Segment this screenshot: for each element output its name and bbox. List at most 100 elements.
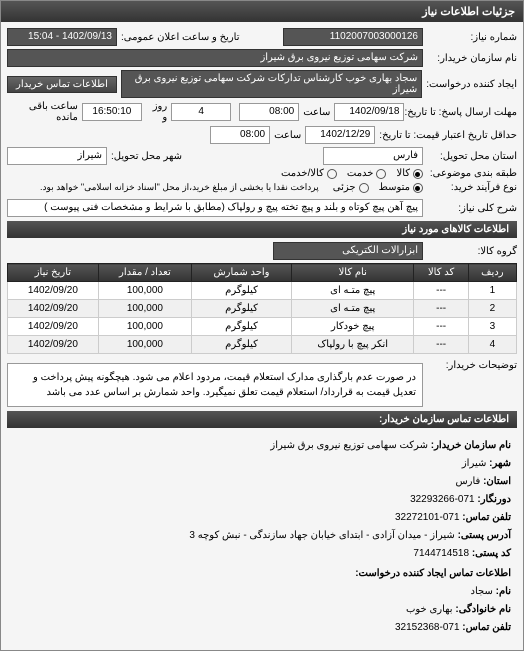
radio-icon: [327, 169, 337, 179]
radio-icon: [413, 169, 423, 179]
table-cell: 1402/09/20: [8, 300, 99, 318]
content-area: شماره نیاز: 1102007003000126 تاریخ و ساع…: [1, 22, 523, 650]
address-label: آدرس پستی:: [458, 530, 511, 541]
table-cell: پیچ متـه ای: [291, 282, 414, 300]
delivery-city-label: شهر محل تحویل:: [111, 151, 182, 162]
table-header-cell: تعداد / مقدار: [98, 264, 191, 282]
lastname-value: بهاری خوب: [406, 604, 453, 615]
budget-option-2: کالا/خدمت: [281, 168, 324, 179]
table-cell: 4: [468, 336, 516, 354]
table-cell: کیلوگرم: [192, 336, 292, 354]
delivery-state-label: استان محل تحویل:: [427, 151, 517, 162]
budget-type-label: طبقه بندی موضوعی:: [427, 168, 517, 179]
time-remain-label: ساعت باقی مانده: [7, 101, 78, 123]
budget-radio-both[interactable]: کالا/خدمت: [281, 168, 337, 179]
contact-button[interactable]: اطلاعات تماس خریدار: [7, 76, 117, 93]
table-header-cell: ردیف: [468, 264, 516, 282]
contact-phone-label: تلفن تماس:: [462, 512, 511, 523]
table-header-cell: واحد شمارش: [192, 264, 292, 282]
table-row[interactable]: 3---پیچ خودکارکیلوگرم100,0001402/09/20: [8, 318, 517, 336]
address-value: شیراز - میدان آزادی - ابتدای خیابان جهاد…: [189, 530, 454, 541]
contact-province-value: فارس: [455, 476, 480, 487]
table-header-cell: نام کالا: [291, 264, 414, 282]
contact-city-value: شیراز: [462, 458, 487, 469]
buyer-notes-label: توضیحات خریدار:: [427, 360, 517, 371]
radio-icon: [413, 183, 423, 193]
table-cell: 1: [468, 282, 516, 300]
dorngar-value: 071-32293266: [410, 494, 475, 505]
delivery-state-field: فارس: [323, 147, 423, 165]
postcode-value: 7144714518: [413, 548, 469, 559]
creator-contact-title: اطلاعات تماس ایجاد کننده درخواست:: [355, 568, 511, 579]
req-number-field: 1102007003000126: [283, 28, 423, 46]
budget-radio-group: کالا خدمت کالا/خدمت: [281, 168, 423, 179]
contact-phone2-value: 071-32152368: [395, 622, 460, 633]
desc-field: پیچ آهن پیچ کوتاه و بلند و پیچ تخته پیچ …: [7, 199, 423, 217]
table-cell: ---: [414, 282, 468, 300]
validity-label: حداقل تاریخ اعتبار قیمت: تا تاریخ:: [379, 130, 517, 141]
buyer-org-label: نام سازمان خریدار:: [427, 53, 517, 64]
dorngar-label: دورنگار:: [477, 494, 511, 505]
process-note: پرداخت نقدا یا بخشی از مبلغ خرید،از محل …: [40, 182, 319, 193]
deadline-label: مهلت ارسال پاسخ: تا تاریخ:: [408, 107, 517, 118]
table-cell: 100,000: [98, 336, 191, 354]
main-window: جزئیات اطلاعات نیاز شماره نیاز: 11020070…: [0, 0, 524, 651]
days-remaining-field: 4: [171, 103, 231, 121]
contact-phone2-label: تلفن تماس:: [462, 622, 511, 633]
table-cell: کیلوگرم: [192, 300, 292, 318]
contact-name-value: سجاد: [471, 586, 493, 597]
budget-radio-khedmat[interactable]: خدمت: [347, 168, 387, 179]
process-option-1: جزئی: [333, 182, 356, 193]
table-row[interactable]: 2---پیچ متـه ایکیلوگرم100,0001402/09/20: [8, 300, 517, 318]
org-name-label: نام سازمان خریدار:: [431, 440, 511, 451]
buyer-org-field: شرکت سهامی توزیع نیروی برق شیراز: [7, 49, 423, 67]
table-cell: 3: [468, 318, 516, 336]
datetime-label: تاریخ و ساعت اعلان عمومی:: [121, 32, 240, 43]
postcode-label: کد پستی:: [472, 548, 511, 559]
days-label: روز و: [146, 101, 167, 123]
budget-radio-kala[interactable]: کالا: [396, 168, 423, 179]
goods-group-field: ابزارالات الکتریکی: [273, 242, 423, 260]
window-title-bar: جزئیات اطلاعات نیاز: [1, 1, 523, 22]
contact-city-label: شهر:: [489, 458, 511, 469]
table-cell: 100,000: [98, 300, 191, 318]
contact-name-label: نام:: [496, 586, 511, 597]
table-cell: 1402/09/20: [8, 318, 99, 336]
goods-group-label: گروه کالا:: [427, 246, 517, 257]
goods-section-header: اطلاعات کالاهای مورد نیاز: [7, 221, 517, 238]
table-row[interactable]: 1---پیچ متـه ایکیلوگرم100,0001402/09/20: [8, 282, 517, 300]
org-name-value: شرکت سهامی توزیع نیروی برق شیراز: [270, 440, 428, 451]
radio-icon: [376, 169, 386, 179]
process-option-0: متوسط: [379, 182, 410, 193]
time-label-1: ساعت: [303, 107, 330, 118]
deadline-date-field: 1402/09/18: [334, 103, 404, 121]
validity-time-field: 08:00: [210, 126, 270, 144]
lastname-label: نام خانوادگی:: [455, 604, 511, 615]
creator-field: سجاد بهاری خوب کارشناس تدارکات شرکت سهام…: [121, 70, 422, 98]
desc-label: شرح کلی نیاز:: [427, 203, 517, 214]
table-cell: ---: [414, 336, 468, 354]
buyer-notes-box: در صورت عدم بارگذاری مدارک استعلام قیمت،…: [7, 363, 423, 407]
contact-section-header: اطلاعات تماس سازمان خریدار:: [7, 411, 517, 428]
window-title: جزئیات اطلاعات نیاز: [422, 6, 515, 18]
table-header-cell: کد کالا: [414, 264, 468, 282]
creator-label: ایجاد کننده درخواست:: [426, 79, 517, 90]
table-cell: کیلوگرم: [192, 282, 292, 300]
process-radio-medium[interactable]: متوسط: [379, 182, 423, 193]
table-row[interactable]: 4---انکر پیچ با رولپاککیلوگرم100,0001402…: [8, 336, 517, 354]
table-cell: 2: [468, 300, 516, 318]
table-cell: کیلوگرم: [192, 318, 292, 336]
budget-option-0: کالا: [396, 168, 410, 179]
process-radio-minor[interactable]: جزئی: [333, 182, 369, 193]
req-number-label: شماره نیاز:: [427, 32, 517, 43]
delivery-city-field: شیراز: [7, 147, 107, 165]
deadline-time-field: 08:00: [239, 103, 299, 121]
datetime-field: 1402/09/13 - 15:04: [7, 28, 117, 46]
table-cell: پیچ خودکار: [291, 318, 414, 336]
time-remaining-field: 16:50:10: [82, 103, 142, 121]
radio-icon: [359, 183, 369, 193]
budget-option-1: خدمت: [347, 168, 374, 179]
contact-province-label: استان:: [483, 476, 511, 487]
process-radio-group: متوسط جزئی: [333, 182, 423, 193]
table-cell: 1402/09/20: [8, 282, 99, 300]
